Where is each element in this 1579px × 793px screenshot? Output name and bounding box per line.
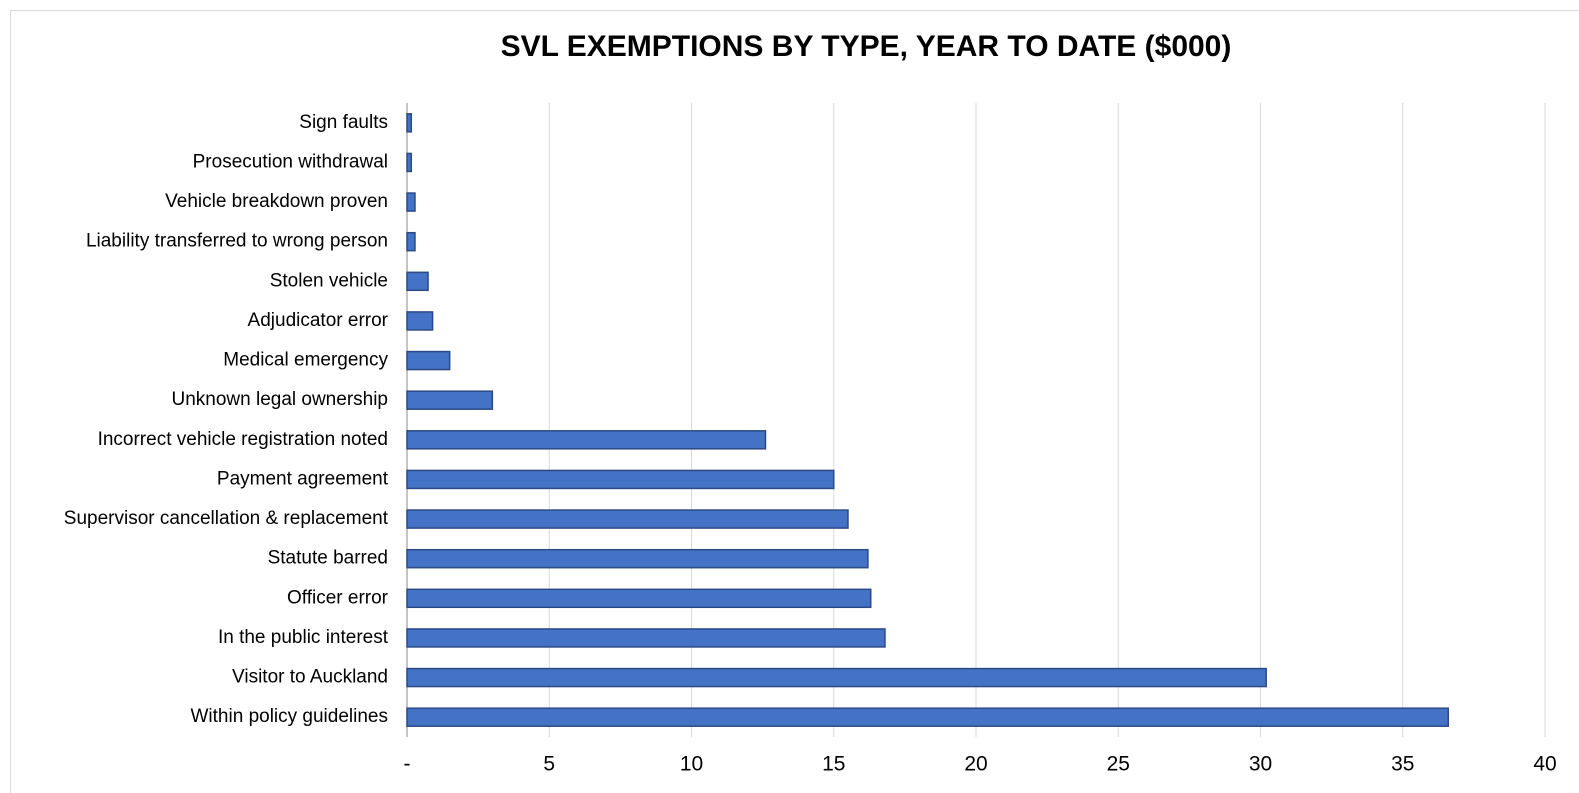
y-tick-label: Adjudicator error: [248, 310, 389, 331]
bar: [406, 628, 886, 648]
bar: [406, 113, 413, 133]
bar: [406, 350, 451, 371]
bar: [406, 430, 767, 450]
x-tick-label: -: [404, 753, 411, 776]
x-tick-label: 15: [822, 753, 845, 776]
y-tick-label: Sign faults: [299, 112, 388, 133]
bar: [406, 548, 869, 569]
y-tick-label: Statute barred: [268, 548, 388, 569]
y-tick-label: Payment agreement: [217, 468, 389, 489]
x-tick-label: 40: [1533, 753, 1556, 776]
y-tick-label: Within policy guidelines: [191, 706, 389, 727]
x-tick-label: 20: [964, 753, 987, 776]
bar: [406, 271, 429, 292]
x-tick-label: 25: [1107, 753, 1130, 776]
y-tick-label: Liability transferred to wrong person: [86, 231, 388, 252]
y-tick-label: Visitor to Auckland: [232, 667, 388, 688]
y-tick-label: In the public interest: [218, 627, 389, 648]
y-tick-label: Incorrect vehicle registration noted: [98, 429, 388, 450]
bar: [406, 152, 413, 173]
bar: [406, 311, 434, 331]
x-tick-label: 10: [680, 753, 703, 776]
y-tick-label: Medical emergency: [223, 350, 388, 371]
y-tick-label: Supervisor cancellation & replacement: [64, 508, 389, 529]
bar: [406, 192, 416, 212]
y-tick-label: Stolen vehicle: [270, 270, 388, 291]
bar: [406, 509, 849, 529]
bar: [406, 707, 1450, 727]
x-tick-label: 5: [543, 753, 555, 776]
bar: [406, 588, 872, 609]
chart-title: SVL EXEMPTIONS BY TYPE, YEAR TO DATE ($0…: [501, 30, 1232, 63]
y-tick-label: Unknown legal ownership: [171, 389, 388, 410]
chart-border: [10, 10, 1579, 793]
y-tick-label: Vehicle breakdown proven: [165, 191, 388, 212]
y-tick-label: Officer error: [287, 587, 389, 608]
bar: [406, 390, 494, 410]
bar: [406, 469, 835, 490]
bar: [406, 667, 1267, 688]
x-tick-label: 35: [1391, 753, 1414, 776]
y-tick-label: Prosecution withdrawal: [193, 151, 388, 172]
bar: [406, 231, 416, 252]
x-tick-label: 30: [1249, 753, 1272, 776]
